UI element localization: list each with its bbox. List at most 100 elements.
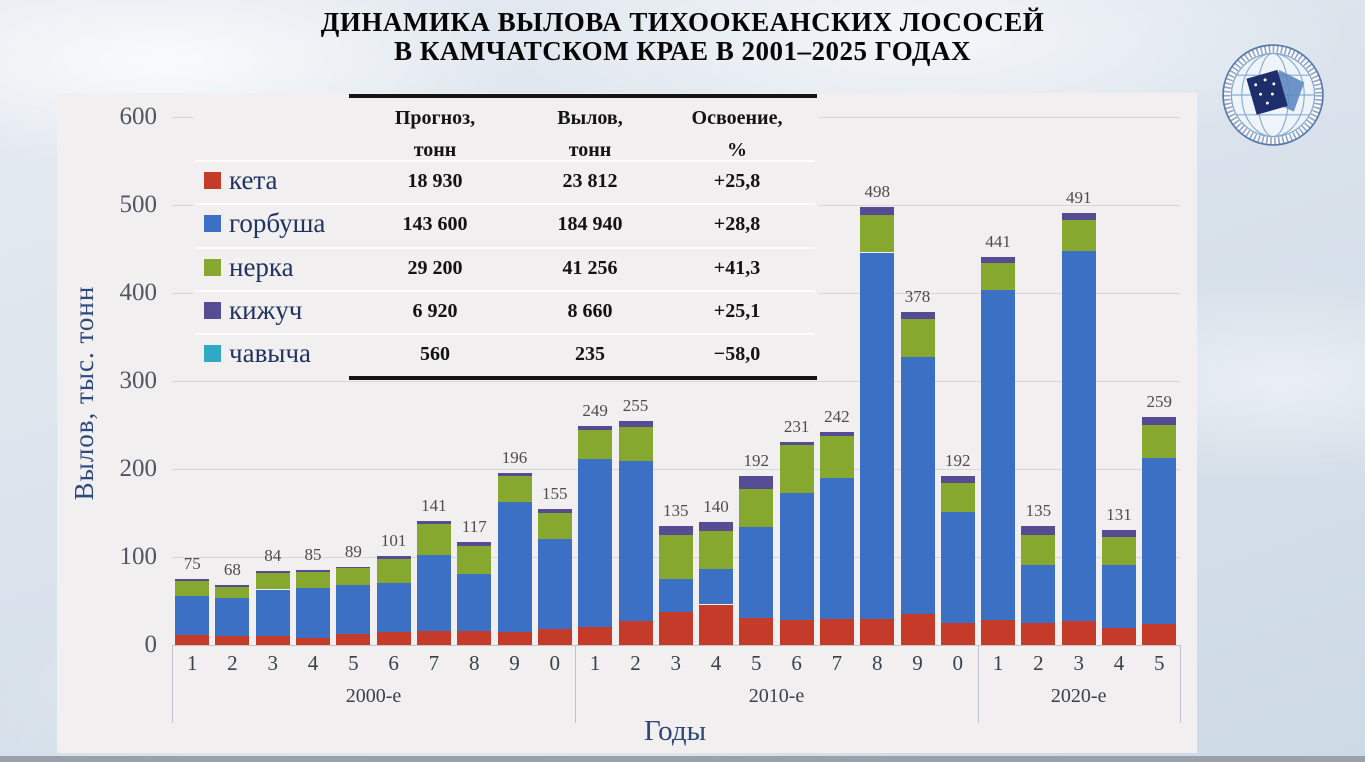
bar-total-label: 117 (461, 517, 487, 536)
legend-species-label-gorbusha: горбуша (229, 208, 326, 239)
bar-segment-nerka (255, 572, 290, 590)
bar-segment-nerka (860, 214, 895, 253)
y-tick-label-600: 600 (119, 103, 158, 130)
bar-segment-gorbusha (819, 477, 854, 619)
bar-segment-kizhuch (860, 206, 895, 215)
bar-segment-nerka (296, 572, 330, 588)
bar-total-label: 192 (743, 451, 770, 470)
table-header-catch-line2: тонн (568, 139, 612, 161)
bar-segment-nerka (175, 580, 210, 596)
bar-segment-gorbusha (900, 357, 935, 615)
legend-row-separator (195, 160, 815, 162)
bar-total-label: 259 (1146, 392, 1173, 412)
table-cell-forecast-kizhuch: 6 920 (412, 299, 458, 322)
bar-total-label: 85 (304, 545, 322, 565)
table-top-border (349, 94, 817, 98)
bar-total-label: 89 (344, 541, 362, 561)
bar-segment-keta (981, 620, 1016, 645)
x-tick-label: 5 (348, 651, 359, 675)
bar-segment-nerka (739, 489, 774, 527)
bar-segment-nerka (497, 476, 532, 503)
bar-segment-nerka (1142, 425, 1177, 459)
decade-divider (172, 645, 173, 723)
bar-segment-keta (1102, 628, 1136, 645)
bar-segment-keta (1021, 623, 1056, 645)
bar-segment-keta (658, 611, 693, 645)
x-tick-label: 8 (469, 651, 480, 675)
bar-segment-keta (416, 630, 451, 645)
table-cell-utilization-nerka: +41,3 (713, 256, 761, 279)
bar-segment-kizhuch (900, 312, 935, 319)
bar-segment-gorbusha (940, 512, 975, 623)
bar-segment-keta (900, 614, 935, 645)
bar-segment-keta (255, 636, 290, 645)
y-tick-label-300: 300 (119, 367, 158, 394)
decade-label: 2010-е (748, 685, 805, 707)
x-tick-label: 2 (1033, 651, 1044, 675)
bar-total-label: 242 (824, 407, 850, 426)
y-tick-label-100: 100 (119, 543, 158, 570)
legend-species-label-nerka: нерка (229, 251, 294, 282)
bar-segment-gorbusha (457, 573, 492, 631)
legend-swatch-nerka (204, 258, 221, 276)
legend-row-separator (195, 333, 815, 336)
table-cell-utilization-gorbusha: +28,8 (713, 213, 761, 236)
table-header-utilization-line1: Освоение, (691, 107, 783, 129)
bar-segment-keta (457, 630, 492, 645)
bar-segment-gorbusha (779, 492, 814, 621)
bar-segment-gorbusha (336, 585, 371, 635)
bar-total-label: 135 (1025, 501, 1052, 521)
bar-segment-gorbusha (699, 569, 733, 605)
bar-segment-nerka (537, 513, 572, 540)
bar-segment-kizhuch (175, 579, 210, 581)
bar-segment-nerka (215, 586, 250, 599)
bar-segment-nerka (1061, 220, 1096, 251)
gridline-300 (172, 381, 1180, 382)
x-tick-label: 2 (630, 651, 641, 675)
bar-segment-kizhuch (215, 585, 250, 587)
legend-swatch-chavycha (204, 345, 221, 363)
bar-total-label: 491 (1065, 187, 1092, 207)
x-tick-label: 7 (831, 651, 843, 675)
bar-segment-gorbusha (537, 539, 572, 630)
bar-segment-kizhuch (578, 425, 613, 431)
x-tick-label: 6 (388, 651, 399, 675)
bar-segment-kizhuch (457, 542, 492, 546)
legend-species-label-keta: кета (229, 165, 278, 195)
bar-segment-keta (296, 638, 330, 645)
table-cell-utilization-kizhuch: +25,1 (713, 299, 761, 322)
legend-row-separator (195, 203, 815, 206)
bar-total-label: 378 (904, 287, 931, 307)
bar-segment-nerka (1102, 536, 1136, 565)
bar-segment-gorbusha (1142, 458, 1177, 624)
table-cell-catch-kizhuch: 8 660 (567, 299, 613, 322)
bar-segment-kizhuch (255, 571, 290, 573)
bar-total-label: 131 (1106, 504, 1132, 524)
bar-segment-nerka (1021, 535, 1056, 565)
x-tick-label: 3 (267, 651, 279, 675)
table-cell-catch-chavycha: 235 (575, 343, 605, 366)
bar-segment-gorbusha (175, 595, 210, 636)
bar-segment-kizhuch (376, 556, 411, 559)
x-tick-label: 1 (589, 651, 601, 675)
bar-segment-gorbusha (296, 587, 330, 638)
bar-segment-keta (860, 618, 895, 645)
bar-segment-keta (1142, 623, 1177, 645)
bar-segment-keta (779, 620, 814, 645)
bar-segment-kizhuch (416, 520, 451, 525)
x-tick-label: 8 (872, 651, 883, 675)
bar-segment-keta (699, 604, 733, 645)
bar-segment-kizhuch (981, 256, 1016, 264)
bar-segment-keta (336, 634, 371, 645)
table-header-catch-line1: Вылов, (557, 107, 623, 129)
legend-swatch-kizhuch (204, 301, 221, 319)
x-tick-label: 5 (751, 651, 762, 675)
table-cell-catch-keta: 23 812 (562, 170, 618, 192)
bar-segment-nerka (457, 545, 492, 574)
bar-segment-kizhuch (1142, 417, 1177, 425)
bar-segment-kizhuch (497, 472, 532, 476)
bar-segment-keta (497, 631, 532, 645)
bar-segment-nerka (376, 558, 411, 583)
y-tick-label-200: 200 (119, 455, 158, 482)
